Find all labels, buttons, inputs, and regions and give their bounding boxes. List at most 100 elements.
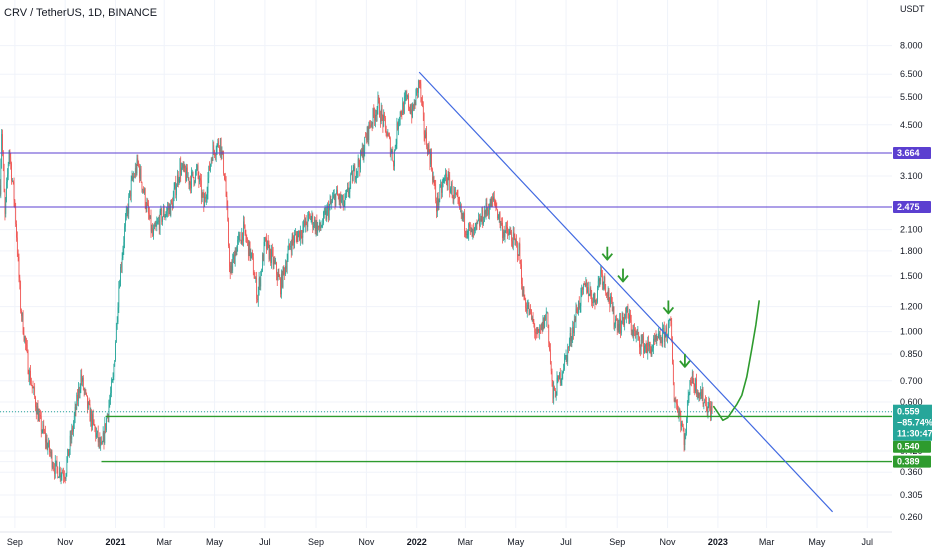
candle-body: [506, 225, 507, 227]
candle: [641, 334, 642, 354]
candle: [600, 278, 601, 287]
candle-body: [170, 201, 171, 216]
candle-body: [511, 235, 512, 242]
candle: [511, 230, 512, 247]
candle: [493, 192, 494, 202]
candle-body: [323, 212, 324, 223]
candle: [403, 101, 404, 115]
candle: [414, 99, 415, 111]
candle: [566, 349, 567, 362]
candle: [352, 170, 353, 183]
candle: [524, 295, 525, 301]
candle: [624, 314, 625, 331]
candle-body: [563, 369, 564, 372]
candle-body: [406, 95, 407, 97]
candle: [435, 180, 436, 203]
candle: [482, 207, 483, 224]
candle-body: [36, 407, 37, 414]
candle: [131, 176, 132, 203]
candle: [255, 272, 256, 279]
candle: [201, 174, 202, 204]
candle: [89, 398, 90, 406]
candle: [686, 416, 687, 436]
candle: [27, 340, 28, 353]
candle: [209, 161, 210, 171]
trendline[interactable]: [419, 72, 832, 512]
candle: [139, 164, 140, 183]
candle: [105, 423, 106, 433]
candle: [248, 240, 249, 261]
candle: [568, 346, 569, 353]
candle: [321, 225, 322, 228]
candle-body: [631, 320, 632, 331]
candle: [40, 410, 41, 419]
arrow-annotation[interactable]: [680, 354, 690, 367]
candle-body: [139, 166, 140, 178]
candle-body: [360, 151, 361, 170]
candle: [190, 176, 191, 194]
candle: [633, 325, 634, 339]
candle-body: [302, 236, 303, 238]
candle-body: [293, 240, 294, 243]
candle-body: [567, 347, 568, 361]
candle: [337, 185, 338, 195]
candle-body: [694, 387, 695, 392]
candle-body: [71, 428, 72, 439]
candle: [175, 176, 176, 198]
candle: [165, 214, 166, 218]
candle-body: [402, 103, 403, 115]
candle-body: [593, 298, 594, 304]
candle: [472, 229, 473, 240]
candle-body: [445, 174, 446, 176]
candle: [698, 390, 699, 398]
candle: [170, 204, 171, 216]
candle: [314, 216, 315, 228]
candle-body: [97, 431, 98, 433]
candle: [465, 231, 466, 238]
arrow-annotation[interactable]: [602, 247, 612, 260]
candle: [71, 430, 72, 446]
candle: [203, 192, 204, 198]
candle: [625, 307, 626, 319]
candle: [447, 177, 448, 191]
candle-body: [635, 331, 636, 335]
candle: [298, 231, 299, 242]
candle: [383, 109, 384, 127]
candle: [76, 393, 77, 411]
candle: [699, 393, 700, 401]
candle: [600, 265, 601, 284]
candle: [413, 104, 414, 111]
candle: [142, 182, 143, 193]
candle-body: [510, 232, 511, 233]
candle-body: [671, 319, 672, 324]
candle-body: [590, 288, 591, 294]
candle-body: [48, 446, 49, 449]
candle: [126, 206, 127, 221]
candle-body: [253, 257, 254, 274]
candle: [104, 417, 105, 445]
candle-body: [395, 146, 396, 150]
candle-body: [449, 175, 450, 178]
candle: [96, 427, 97, 438]
candle: [329, 204, 330, 221]
price-tick-label: 1.500: [900, 271, 923, 281]
candle-body: [244, 222, 245, 225]
candle: [378, 95, 379, 104]
arrow-annotation[interactable]: [618, 269, 628, 282]
candle-body: [557, 378, 558, 396]
candle: [52, 450, 53, 472]
candle-body: [520, 244, 521, 262]
candle-body: [432, 169, 433, 180]
candle: [614, 306, 615, 329]
candle: [443, 177, 444, 187]
candle: [534, 319, 535, 328]
candle-body: [508, 233, 509, 236]
candle: [577, 307, 578, 314]
candle-body: [2, 134, 3, 152]
candle-body: [436, 201, 437, 212]
candle: [330, 194, 331, 210]
candle-body: [62, 472, 63, 473]
candle-body: [73, 424, 74, 431]
